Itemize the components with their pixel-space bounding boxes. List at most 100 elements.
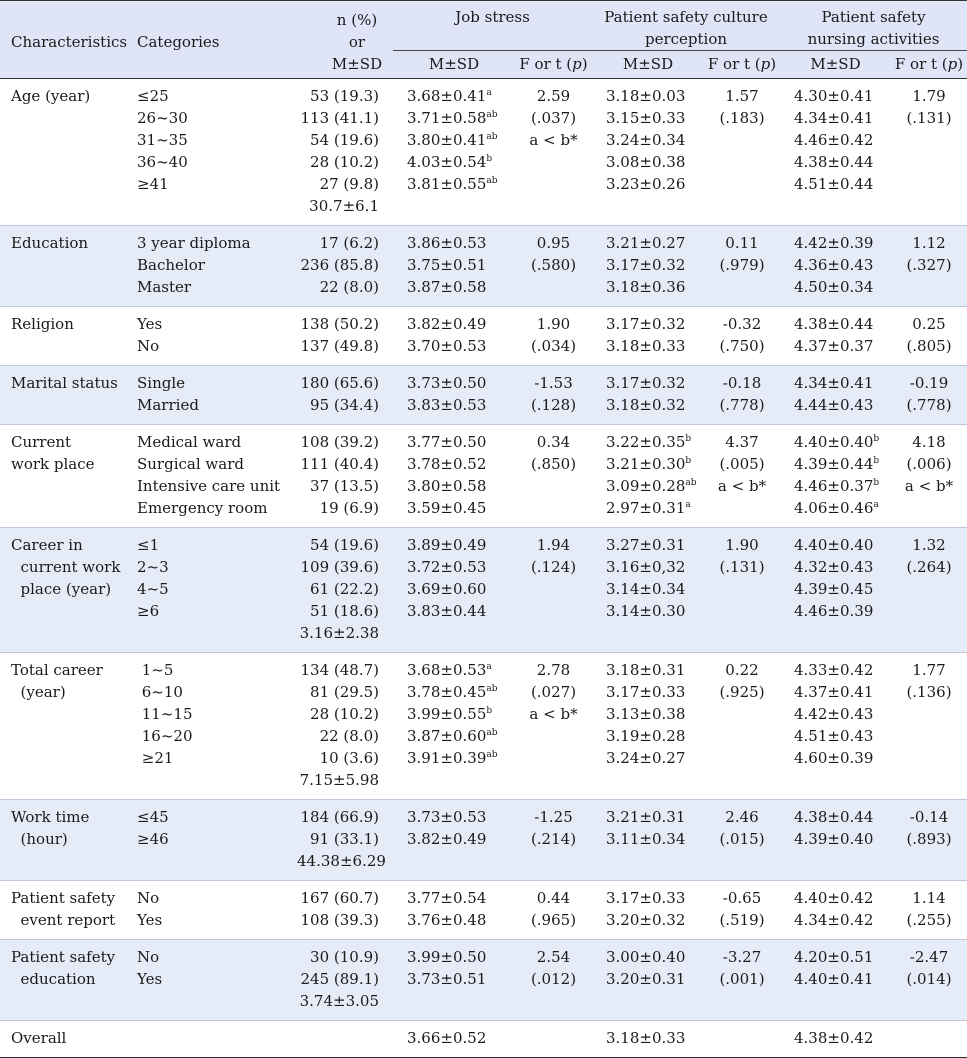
cell-categories: No Yes: [137, 939, 297, 1021]
cell-line: Total career: [11, 661, 103, 679]
cell-line: 236 (85.8): [300, 256, 379, 274]
header-culture: Patient safety culture perception: [592, 0, 780, 51]
cell-line: 3.17±0.33: [606, 889, 686, 907]
cell-line: ≤45: [137, 808, 169, 826]
cell-line: 4.30±0.41: [794, 87, 874, 105]
cell-line: 3.86±0.53: [407, 234, 487, 252]
cell-js-msd: 3.89±0.49 3.72±0.53 3.69±0.60 3.83±0.44: [393, 527, 515, 653]
cell-line: Age (year): [11, 87, 91, 105]
cell-line: 3 year diploma: [137, 234, 251, 252]
cell-superscript: ab: [486, 176, 498, 186]
cell-line: No: [137, 889, 160, 907]
cell-pc-msd: 3.00±0.40 3.20±0.31: [592, 939, 704, 1021]
cell-line: (.128): [530, 396, 577, 414]
cell-na-msd: 4.33±0.42 4.37±0.41 4.42±0.43 4.51±0.43 4.60…: [780, 652, 891, 800]
cell-line: 3.78±0.45ab: [407, 683, 498, 701]
cell-line: 4.37±0.41: [794, 683, 874, 701]
cell-line: 3.80±0.58: [407, 477, 487, 495]
cell-line: 4.34±0.42: [794, 911, 874, 929]
cell-pc-f: -0.32 (.750): [704, 306, 780, 366]
cell-js-msd: 3.68±0.53a 3.78±0.45ab 3.99±0.55b 3.87±0.60…: [393, 652, 515, 800]
cell-line: 3.18±0.36: [606, 278, 686, 296]
cell-line: (.006): [906, 455, 952, 473]
cell-pc-msd: 3.18±0.33: [592, 1020, 704, 1058]
cell-superscript: ab: [486, 132, 498, 142]
cell-pc-msd: 3.17±0.32 3.18±0.32: [592, 365, 704, 425]
cell-n: 17 (6.2) 236 (85.8) 22 (8.0): [297, 225, 393, 307]
cell-line: 4.50±0.34: [794, 278, 874, 296]
cell-line: 4.60±0.39: [794, 749, 874, 767]
cell-line: 4.37±0.37: [794, 337, 874, 355]
cell-line: -2.47: [909, 948, 949, 966]
table-row: Work time (hour) ≤45 ≥46 184 (66.9) 91 (33.1…: [0, 799, 967, 881]
cell-line: 4.34±0.41: [794, 374, 874, 392]
table-row: Marital status Single Married 180 (65.6) 95 …: [0, 365, 967, 425]
cell-n: 108 (39.2) 111 (40.4) 37 (13.5) 19 (6.9): [297, 424, 393, 528]
cell-line: 3.17±0.32: [606, 374, 686, 392]
cell-n: 138 (50.2) 137 (49.8): [297, 306, 393, 366]
cell-js-msd: 3.82±0.49 3.70±0.53: [393, 306, 515, 366]
cell-line: Marital status: [11, 374, 118, 392]
cell-line: ≤25: [137, 87, 169, 105]
cell-na-msd: 4.30±0.41 4.34±0.41 4.46±0.42 4.38±0.44 4.51…: [780, 79, 891, 226]
cell-line: 3.17±0.33: [606, 683, 686, 701]
cell-line: 180 (65.6): [300, 374, 379, 392]
cell-line: 3.11±0.34: [606, 830, 686, 848]
cell-line: (.014): [906, 970, 952, 988]
cell-characteristic: Patient safety education: [0, 939, 137, 1021]
cell-js-f: [515, 1020, 592, 1058]
cell-line: 0.11: [725, 234, 759, 252]
cell-line: 28 (10.2): [310, 705, 379, 723]
cell-categories: ≤45 ≥46: [137, 799, 297, 881]
cell-line: 4.38±0.44: [794, 315, 874, 333]
cell-line: 3.87±0.58: [407, 278, 487, 296]
table-row: Education 3 year diploma Bachelor Master 17 …: [0, 225, 967, 307]
cell-line: (.012): [530, 970, 577, 988]
cell-pc-msd: 3.21±0.27 3.17±0.32 3.18±0.36: [592, 225, 704, 307]
cell-line: 3.21±0.27: [606, 234, 686, 252]
cell-line: Education: [11, 234, 89, 252]
cell-line: Medical ward: [137, 433, 242, 451]
header-activities: Patient safety nursing activities: [780, 0, 967, 51]
table-row: Career in current work place (year) ≤1 2~3…: [0, 527, 967, 653]
cell-line: 3.73±0.50: [407, 374, 487, 392]
cell-line: 3.99±0.50: [407, 948, 487, 966]
cell-line: Bachelor: [137, 256, 205, 274]
cell-js-f: 2.59 (.037) a < b*: [515, 79, 592, 226]
cell-line: 3.08±0.38: [606, 153, 686, 171]
table-row: Religion Yes No 138 (50.2) 137 (49.8) 3.82±0.…: [0, 306, 967, 366]
cell-characteristic: Current work place: [0, 424, 137, 528]
cell-line: 4.46±0.42: [794, 131, 874, 149]
cell-js-msd: 3.68±0.41a 3.71±0.58ab 3.80±0.41ab 4.03±0.5…: [393, 79, 515, 226]
cell-line: 4.39±0.44b: [794, 455, 880, 473]
cell-na-f: -2.47 (.014): [891, 939, 967, 1021]
cell-line: 0.22: [725, 661, 759, 679]
cell-line: 31~35: [137, 131, 188, 149]
cell-line: Overall: [11, 1029, 67, 1047]
cell-pc-f: 4.37 (.005) a < b*: [704, 424, 780, 528]
cell-line: 3.76±0.48: [407, 911, 487, 929]
cell-line: 4.46±0.39: [794, 602, 874, 620]
cell-line: 3.24±0.27: [606, 749, 686, 767]
cell-na-msd: 4.20±0.51 4.40±0.41: [780, 939, 891, 1021]
cell-line: -0.65: [722, 889, 762, 907]
cell-line: a < b*: [717, 477, 767, 495]
cell-line: 4.34±0.41: [794, 109, 874, 127]
cell-line: education: [11, 970, 96, 988]
cell-line: 3.00±0.40: [606, 948, 686, 966]
cell-line: a < b*: [529, 705, 578, 723]
cell-line: 10 (3.6): [319, 749, 379, 767]
cell-na-f: 1.79 (.131): [891, 79, 967, 226]
cell-line: 1.79: [912, 87, 946, 105]
cell-line: 3.71±0.58ab: [407, 109, 498, 127]
cell-line: 134 (48.7): [300, 661, 379, 679]
cell-line: 1~5: [137, 661, 174, 679]
cell-line: place (year): [11, 580, 112, 598]
cell-line: 109 (39.6): [300, 558, 379, 576]
cell-line: a < b*: [904, 477, 954, 495]
cell-line: Single: [137, 374, 186, 392]
cell-line: 51 (18.6): [310, 602, 379, 620]
cell-line: 3.75±0.51: [407, 256, 487, 274]
cell-line: Married: [137, 396, 199, 414]
cell-line: 3.68±0.41a: [407, 87, 492, 105]
